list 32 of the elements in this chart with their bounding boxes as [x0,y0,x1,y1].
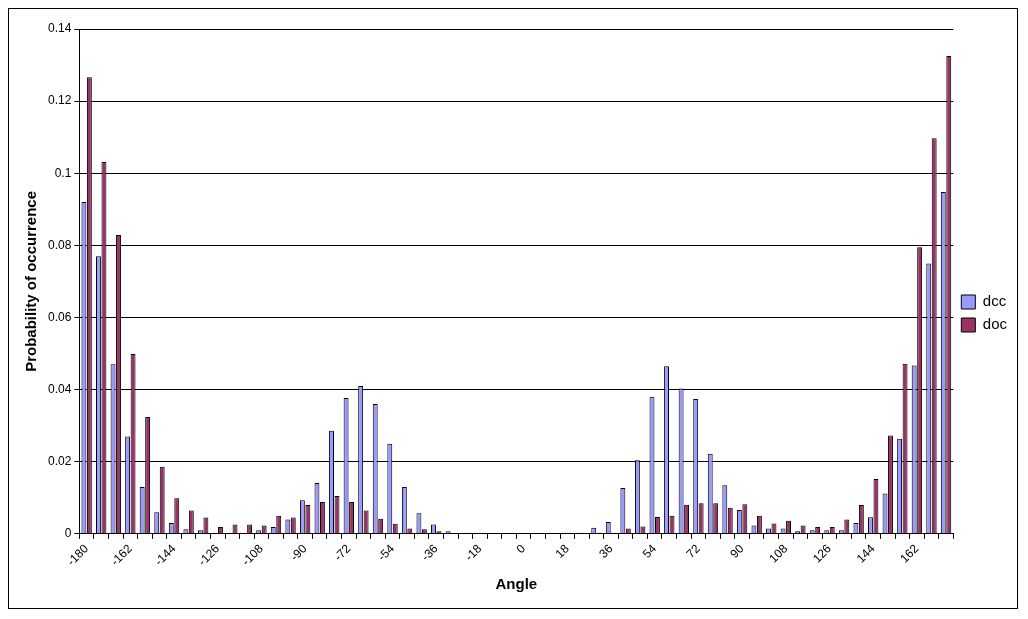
y-axis-title: Probability of occurrence [22,190,40,372]
y-tick-label: 0.04 [48,381,72,396]
y-tick-label: 0.02 [48,454,72,469]
x-tick-label: -108 [239,541,267,569]
x-tick-label: 90 [727,541,747,561]
x-tick-label: -180 [64,541,92,569]
x-tick-label: -126 [195,541,223,569]
x-tick-label: -54 [374,541,398,564]
y-tick-label: 0.1 [54,165,72,180]
x-tick-label: 36 [596,541,616,561]
x-tick-label: 0 [513,541,529,557]
x-tick-label: 126 [809,541,835,566]
y-tick-label: 0.14 [48,21,72,36]
legend-label: doc [982,315,1008,333]
x-tick-label: -162 [107,541,136,569]
x-tick-label: -144 [151,541,179,569]
y-tick-label: 0 [64,526,72,541]
x-axis-title: Angle [495,575,538,593]
y-tick-label: 0.08 [48,237,72,252]
x-tick-label: 162 [897,541,922,566]
y-tick-label: 0.12 [48,93,72,108]
x-tick-label: -36 [418,541,441,564]
x-tick-label: -72 [331,541,354,564]
legend-label: dcc [982,292,1007,310]
x-tick-label: 54 [639,541,660,561]
x-tick-label: 108 [766,541,791,566]
x-tick-label: 72 [683,541,704,561]
y-tick-label: 0.06 [48,309,72,324]
x-tick-label: 18 [552,541,572,561]
x-tick-label: -18 [462,541,485,564]
x-tick-label: -90 [287,541,310,564]
x-tick-label: 144 [853,541,878,566]
